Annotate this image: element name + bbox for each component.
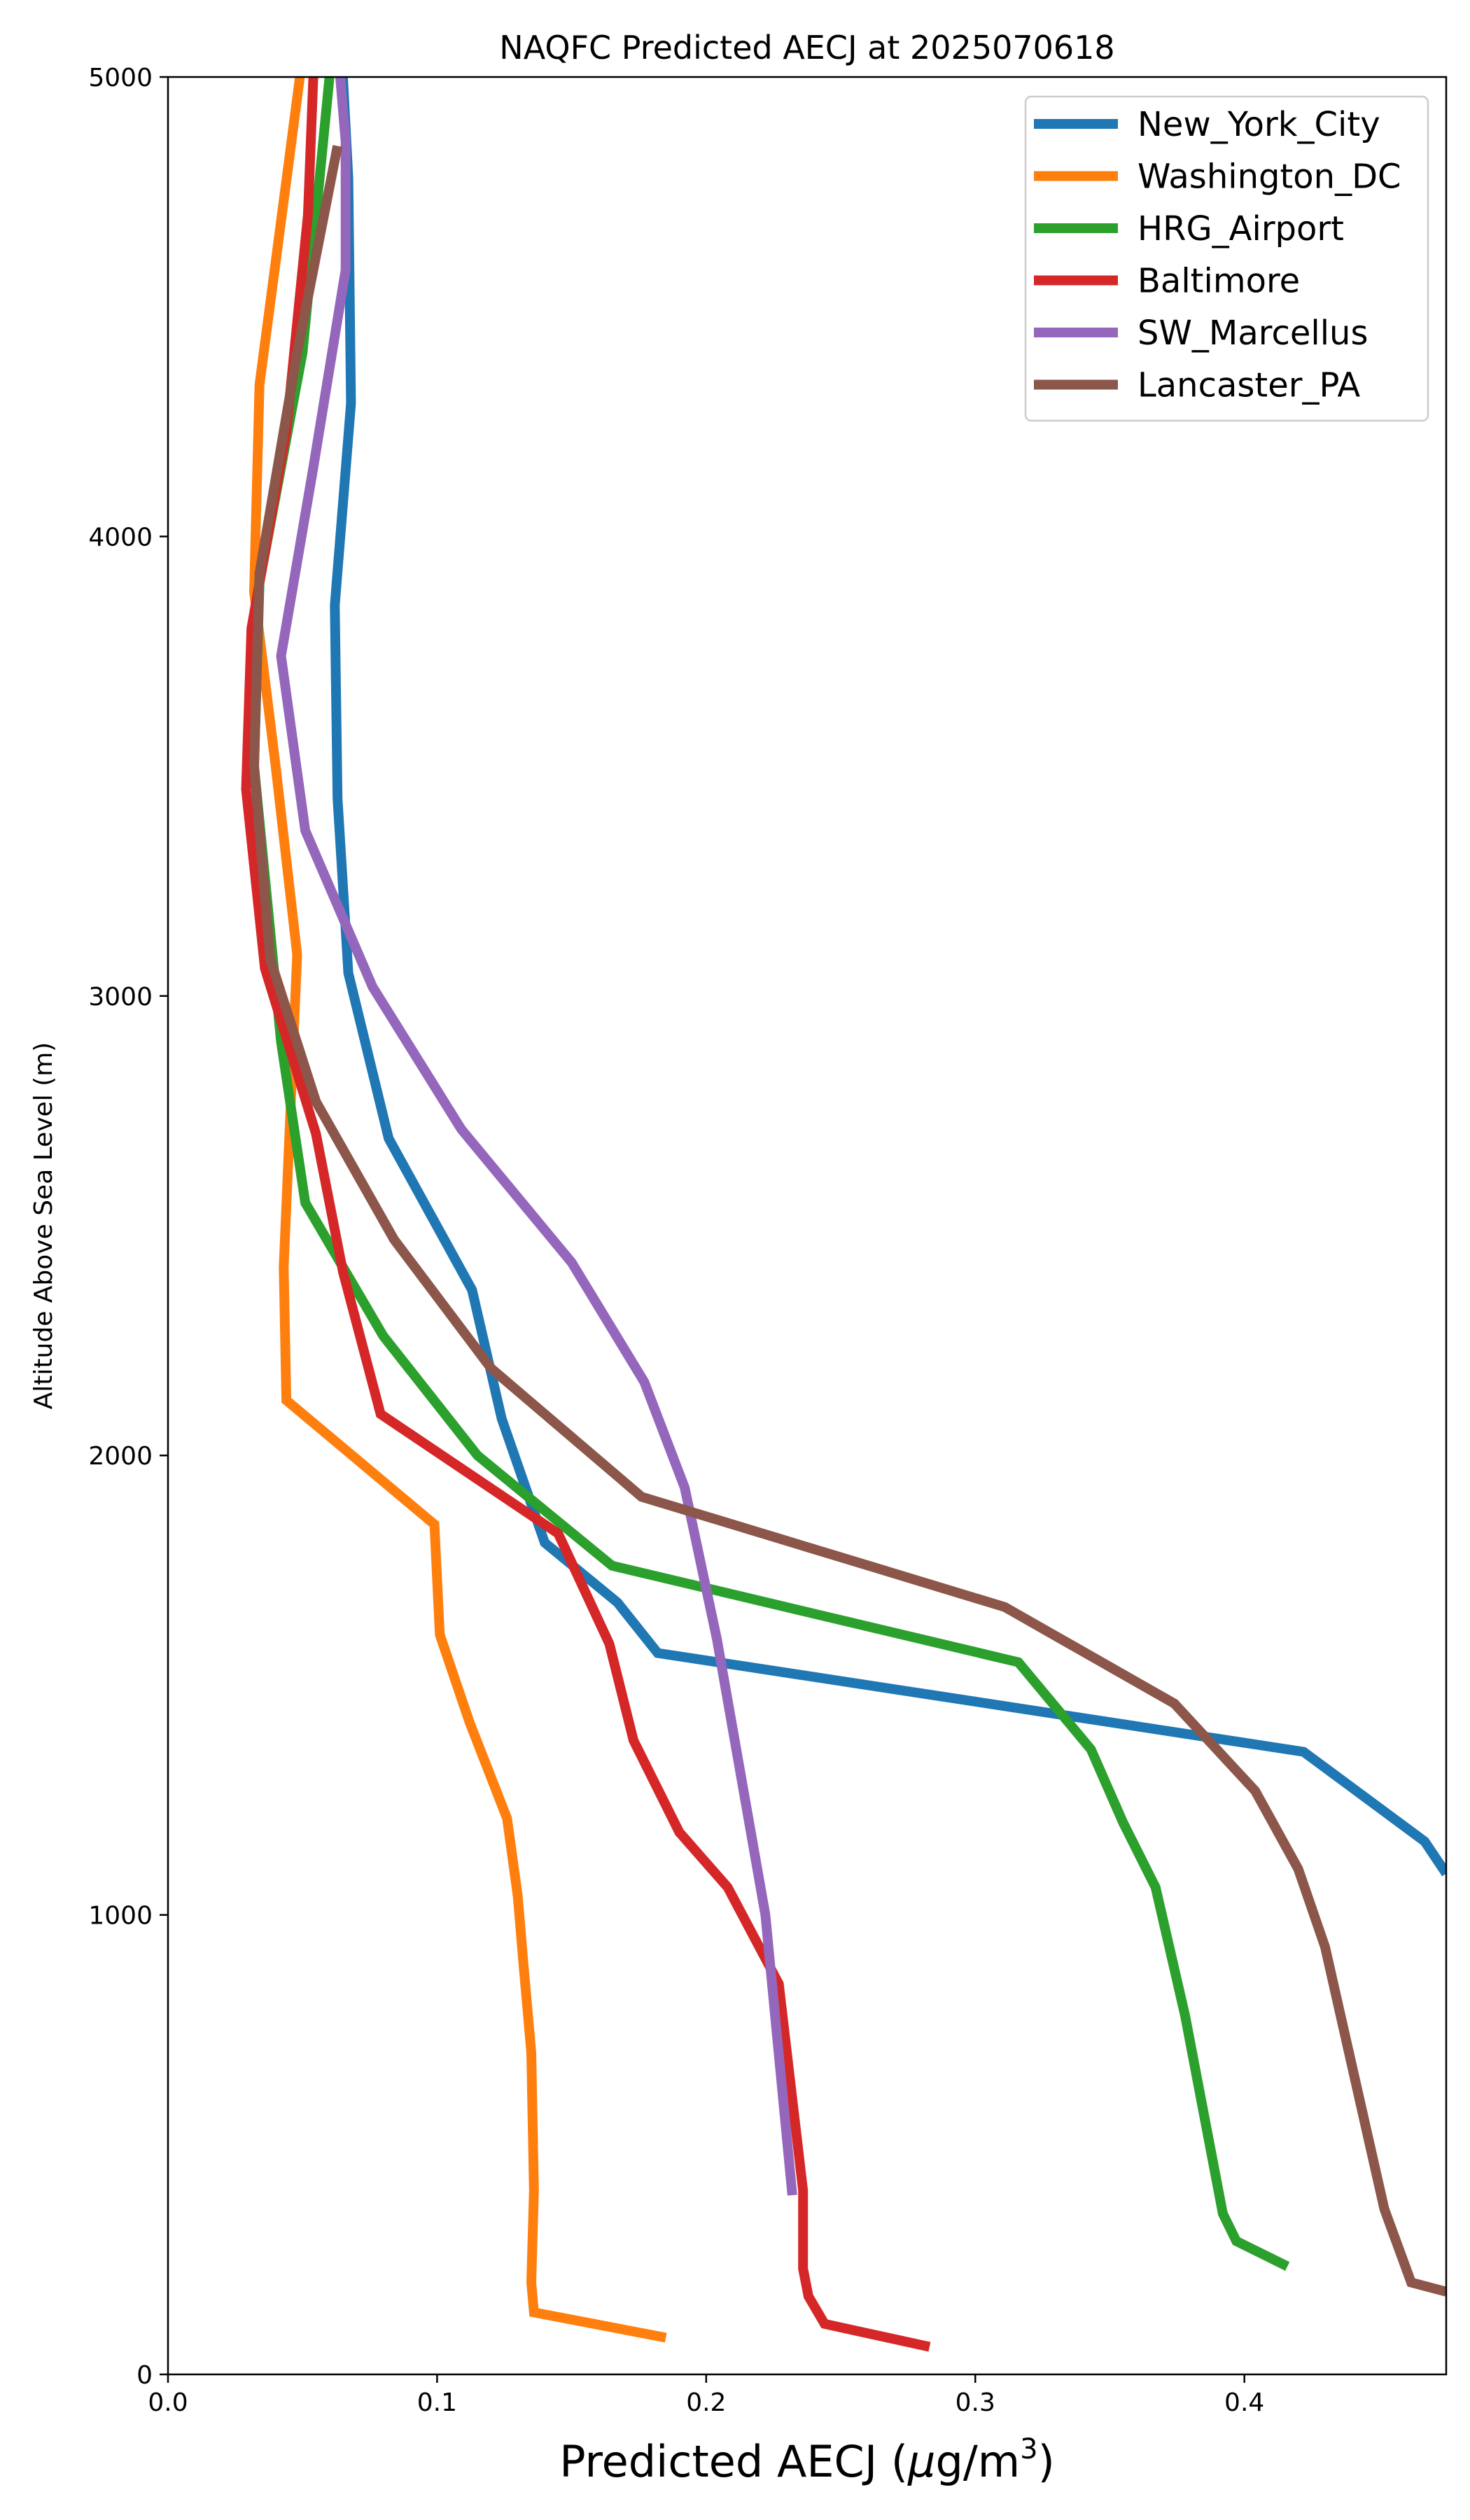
series-line-Baltimore [241,77,931,2352]
y-tick-label: 1000 [88,1902,153,1931]
x-tick-label: 0.3 [955,2388,995,2417]
legend-label-SW_Marcellus: SW_Marcellus [1138,314,1368,353]
x-tick-label: 0.4 [1224,2388,1264,2417]
legend-label-New_York_City: New_York_City [1138,105,1380,144]
chart-title: NAQFC Predicted AECJ at 2025070618 [499,29,1114,66]
series-line-Lancaster_PA [248,145,1446,2297]
x-tick-label: 0.2 [686,2388,726,2417]
y-tick-label: 2000 [88,1442,153,1471]
x-axis-label-mu: μ [907,2436,935,2487]
plot-frame [167,76,1448,2376]
x-axis: 0.0 0.1 0.2 0.3 0.4 [148,2374,1264,2417]
x-axis-label-unit: g/m [935,2436,1020,2487]
x-tick-label: 0.0 [148,2388,188,2417]
y-tick-label: 0 [136,2361,153,2390]
legend-label-Baltimore: Baltimore [1138,262,1300,301]
series-line-SW_Marcellus [276,77,797,2196]
x-axis-label-main: Predicted AECJ ( [559,2436,908,2487]
x-axis-label: Predicted AECJ (μg/m3) [559,2433,1055,2487]
legend-label-Washington_DC: Washington_DC [1138,158,1401,197]
x-tick-label: 0.1 [417,2388,457,2417]
x-axis-label-close: ) [1038,2436,1055,2487]
y-axis-label: Altitude Above Sea Level (m) [29,1042,58,1410]
series-layer [241,77,1446,2352]
legend-label-HRG_Airport: HRG_Airport [1138,209,1344,248]
legend-box [1024,95,1429,422]
x-axis-label-exponent: 3 [1020,2433,1037,2465]
y-tick-label: 4000 [88,523,153,552]
series-line-New_York_City [330,77,1446,1877]
y-axis: 0 1000 2000 3000 4000 5000 [88,64,168,2390]
legend: New_York_City Washington_DC HRG_Airport Bal… [1024,95,1429,422]
legend-label-Lancaster_PA: Lancaster_PA [1138,366,1360,405]
y-tick-label: 5000 [88,64,153,92]
y-tick-label: 3000 [88,983,153,1011]
